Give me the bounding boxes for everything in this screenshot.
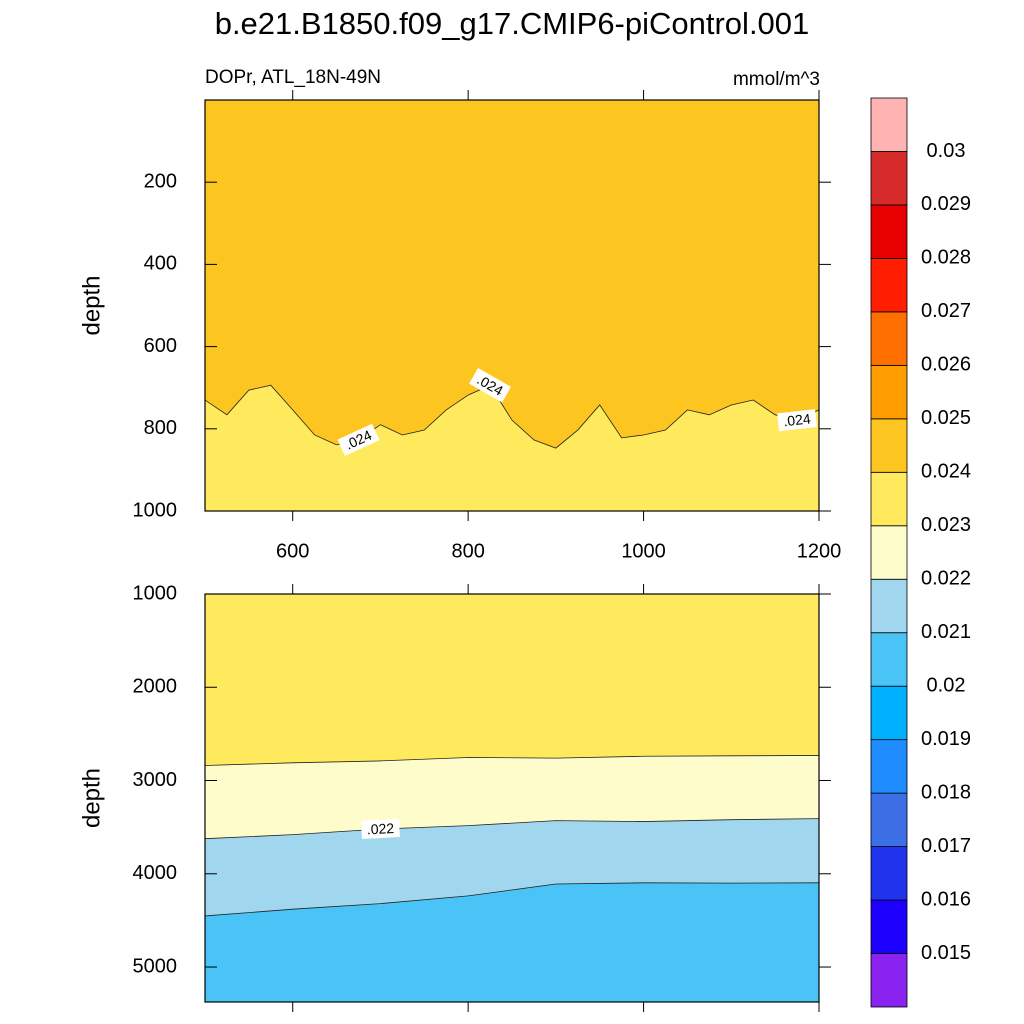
contour-line: [205, 818, 819, 840]
x-tick-label: 1200: [797, 540, 842, 562]
contour-line: [205, 882, 819, 917]
colorbar-label: 0.018: [921, 781, 971, 803]
colorbar-box: [870, 899, 908, 954]
colorbar-box: [870, 364, 908, 420]
y-tick-label: 4000: [133, 862, 178, 884]
colorbar-label: 0.015: [921, 942, 971, 964]
colorbar-box: [870, 418, 908, 473]
plot-area: [205, 100, 819, 511]
y-tick-label: 800: [144, 417, 177, 439]
fill-region: [205, 882, 819, 1002]
colorbar-label: 0.019: [921, 728, 971, 750]
colorbar-label: 0.022: [921, 568, 971, 590]
subtitle: DOPr, ATL_18N-49N: [205, 67, 381, 88]
colorbar-box: [870, 632, 908, 687]
colorbar-box: [870, 953, 908, 1008]
colorbar-box: [870, 471, 908, 527]
colorbar-box: [870, 258, 908, 313]
plot-area: [205, 594, 819, 1002]
colorbar-box: [870, 97, 908, 152]
colorbar-box: [870, 311, 908, 366]
colorbar-box: [870, 792, 908, 847]
colorbar-label: 0.029: [921, 193, 971, 215]
x-tick-label: 1000: [621, 540, 666, 562]
colorbar-label: 0.017: [921, 835, 971, 857]
colorbar-label: 0.016: [921, 888, 971, 910]
colorbar-box: [870, 578, 908, 634]
plot-frame: [204, 593, 820, 1003]
label-box: [469, 367, 512, 403]
label-box: [777, 409, 817, 432]
contour-line: [205, 755, 819, 766]
colorbar-label: 0.024: [921, 461, 971, 483]
colorbar-label: 0.028: [921, 247, 971, 269]
colorbar-box: [870, 739, 908, 794]
contour-label-text: .024: [783, 410, 812, 429]
colorbar-box: [870, 685, 908, 741]
colorbar-label: 0.02: [927, 674, 966, 696]
label-box: [337, 423, 380, 457]
y-tick-label: 3000: [133, 769, 178, 791]
y-tick-label: 600: [144, 335, 177, 357]
contour-label: .022: [360, 819, 400, 839]
units: mmol/m^3: [733, 69, 820, 90]
contour-label: .024: [777, 409, 817, 432]
colorbar-label: 0.03: [927, 140, 966, 162]
chart-title: b.e21.B1850.f09_g17.CMIP6-piControl.001: [215, 6, 810, 41]
colorbar-label: 0.025: [921, 407, 971, 429]
y-tick-label: 1000: [133, 582, 178, 604]
colorbar-label: 0.023: [921, 514, 971, 536]
colorbar-label: 0.026: [921, 354, 971, 376]
y-tick-label: 400: [144, 253, 177, 275]
x-tick-label: 600: [276, 540, 309, 562]
colorbar-label: 0.027: [921, 300, 971, 322]
y-tick-label: 2000: [133, 676, 178, 698]
y-tick-label: 200: [144, 170, 177, 192]
y-axis-label: depth: [78, 275, 105, 335]
colorbar-box: [870, 151, 908, 206]
colorbar-box: [870, 846, 908, 901]
y-axis-label: depth: [78, 768, 105, 828]
label-box: [360, 819, 400, 839]
y-tick-label: 1000: [133, 499, 178, 521]
plot-frame: [204, 99, 820, 512]
contour-label-text: .022: [366, 820, 394, 837]
contour-line: [205, 384, 819, 449]
fill-region: [205, 385, 819, 511]
y-tick-label: 5000: [133, 955, 178, 977]
x-tick-label: 800: [451, 540, 484, 562]
colorbar-box: [870, 525, 908, 580]
colorbar-box: [870, 204, 908, 259]
colorbar-label: 0.021: [921, 621, 971, 643]
